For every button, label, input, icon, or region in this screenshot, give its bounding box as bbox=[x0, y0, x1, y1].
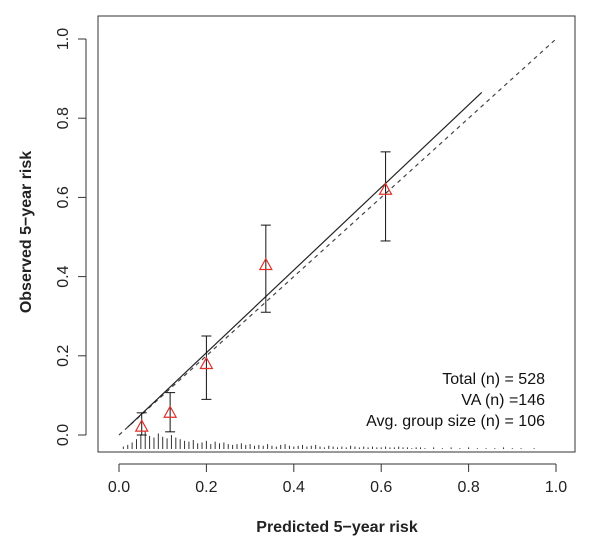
y-tick-label: 0.8 bbox=[55, 107, 72, 129]
y-axis-title: Observed 5−year risk bbox=[18, 151, 35, 313]
group-point-triangle bbox=[378, 182, 393, 195]
group-estimates bbox=[134, 151, 393, 436]
calibration-lines bbox=[118, 38, 557, 436]
group-point-triangle bbox=[258, 257, 273, 271]
y-tick-label: 0.2 bbox=[55, 345, 72, 367]
x-tick-label: 0.4 bbox=[283, 479, 305, 496]
x-axis-title: Predicted 5−year risk bbox=[256, 519, 418, 536]
x-tick-label: 0.0 bbox=[108, 479, 130, 496]
legend-annotations: Total (n) = 528 VA (n) =146 Avg. group s… bbox=[366, 371, 545, 430]
y-tick-label: 0.6 bbox=[55, 186, 72, 208]
y-tick-label: 1.0 bbox=[55, 28, 72, 50]
y-axis: 0.0 0.2 0.4 0.6 0.8 1.0 bbox=[55, 28, 87, 446]
y-tick-label: 0.0 bbox=[55, 424, 72, 446]
annotation-total: Total (n) = 528 bbox=[442, 371, 545, 388]
x-axis: 0.0 0.2 0.4 0.6 0.8 1.0 bbox=[108, 463, 567, 496]
group-point-triangle bbox=[199, 356, 214, 370]
x-tick-label: 0.2 bbox=[195, 479, 217, 496]
x-tick-label: 1.0 bbox=[545, 479, 567, 496]
group-point-triangle bbox=[134, 419, 149, 432]
risk-histogram bbox=[122, 431, 535, 449]
y-tick-label: 0.4 bbox=[55, 265, 72, 287]
plot-frame bbox=[97, 15, 576, 453]
annotation-va: VA (n) =146 bbox=[461, 392, 545, 409]
x-tick-label: 0.8 bbox=[457, 479, 479, 496]
group-point-triangle bbox=[163, 405, 178, 418]
annotation-avg-group-size: Avg. group size (n) = 106 bbox=[366, 413, 545, 430]
reference-diagonal-line bbox=[118, 38, 557, 436]
x-tick-label: 0.6 bbox=[370, 479, 392, 496]
calibration-curve bbox=[127, 92, 483, 428]
